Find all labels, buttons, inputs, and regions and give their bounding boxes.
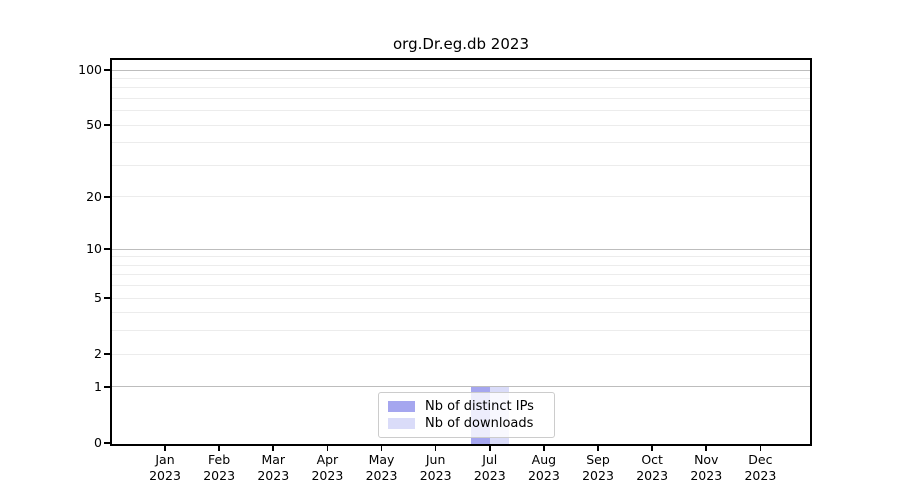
- x-tick-label: Nov 2023: [671, 452, 741, 483]
- x-tick-mark: [272, 446, 275, 451]
- x-tick-month: May: [368, 452, 395, 467]
- x-tick-mark: [759, 446, 762, 451]
- legend: Nb of distinct IPs Nb of downloads: [378, 392, 555, 438]
- y-tick-label: 20: [86, 188, 102, 204]
- gridline-minor: [112, 77, 810, 79]
- gridline-minor: [112, 164, 810, 166]
- x-tick-month: Jun: [425, 452, 446, 467]
- x-tick-mark: [434, 446, 437, 451]
- x-tick-mark: [651, 446, 653, 451]
- x-tick-year: 2023: [582, 467, 614, 483]
- x-tick-month: Nov: [694, 452, 719, 467]
- y-tick-mark: [104, 196, 110, 198]
- legend-label: Nb of distinct IPs: [425, 399, 534, 414]
- legend-item: Nb of distinct IPs: [388, 398, 545, 415]
- x-tick-year: 2023: [419, 467, 452, 483]
- x-tick-month: Sep: [586, 452, 610, 467]
- legend-swatch-distinct-ips: [388, 401, 415, 412]
- x-tick-month: Apr: [316, 452, 339, 467]
- gridline-minor: [112, 87, 810, 89]
- x-tick-mark: [164, 446, 166, 451]
- gridline-minor: [112, 353, 810, 355]
- y-tick-label: 100: [78, 62, 102, 77]
- gridline-minor: [112, 274, 810, 276]
- x-tick-month: Aug: [531, 452, 557, 467]
- gridline-minor: [112, 142, 810, 144]
- x-tick-year: 2023: [149, 467, 181, 483]
- x-tick-label: Jun 2023: [401, 452, 471, 483]
- y-tick-label: 1: [94, 378, 102, 394]
- x-tick-mark: [380, 446, 383, 451]
- x-tick-label: Feb 2023: [184, 452, 254, 483]
- x-tick-label: Mar 2023: [238, 452, 308, 483]
- chart-title: org.Dr.eg.db 2023: [393, 35, 529, 53]
- x-tick-year: 2023: [690, 467, 723, 483]
- x-tick-label: Jan 2023: [130, 452, 200, 483]
- x-tick-mark: [326, 446, 329, 451]
- plot-area: [110, 58, 812, 446]
- gridline-minor: [112, 264, 810, 266]
- x-tick-label: Dec 2023: [725, 452, 795, 483]
- x-tick-year: 2023: [527, 467, 560, 483]
- gridline-minor: [112, 285, 810, 287]
- gridline-minor: [112, 330, 810, 332]
- x-tick-mark: [543, 446, 545, 451]
- x-tick-mark: [597, 446, 599, 451]
- x-tick-label: Aug 2023: [509, 452, 579, 483]
- legend-item: Nb of downloads: [388, 415, 545, 432]
- y-tick-label: 50: [86, 117, 102, 133]
- gridline-minor: [112, 97, 810, 99]
- x-tick-mark: [218, 446, 220, 451]
- y-tick-mark: [104, 442, 110, 444]
- x-tick-year: 2023: [257, 467, 290, 483]
- gridline-major: [112, 386, 810, 388]
- x-tick-mark: [488, 446, 491, 451]
- x-tick-label: Sep 2023: [563, 452, 633, 483]
- x-tick-year: 2023: [473, 467, 506, 483]
- x-tick-year: 2023: [365, 467, 398, 483]
- y-tick-label: 0: [94, 435, 102, 450]
- gridline-minor: [112, 124, 810, 126]
- x-tick-year: 2023: [311, 467, 344, 483]
- y-tick-label: 2: [94, 346, 102, 362]
- x-tick-label: Oct 2023: [617, 452, 687, 483]
- x-tick-month: Jul: [482, 452, 498, 467]
- x-tick-month: Mar: [261, 452, 286, 467]
- x-tick-month: Feb: [208, 452, 231, 467]
- y-tick-mark: [104, 248, 110, 250]
- gridline-minor: [112, 256, 810, 258]
- y-tick-mark: [104, 386, 110, 388]
- y-tick-mark: [104, 353, 110, 355]
- x-tick-year: 2023: [744, 467, 777, 483]
- gridline-minor: [112, 312, 810, 314]
- x-tick-label: Jul 2023: [455, 452, 525, 483]
- x-tick-month: Dec: [748, 452, 773, 467]
- x-tick-year: 2023: [203, 467, 236, 483]
- y-tick-mark: [104, 69, 110, 71]
- y-tick-mark: [104, 124, 110, 127]
- gridline-minor: [112, 110, 810, 112]
- y-tick-label: 5: [94, 290, 102, 306]
- x-tick-label: May 2023: [347, 452, 417, 483]
- x-tick-year: 2023: [636, 467, 669, 483]
- y-tick-mark: [104, 297, 110, 299]
- gridline-minor: [112, 196, 810, 198]
- x-tick-label: Apr 2023: [292, 452, 362, 483]
- gridline-major: [112, 248, 810, 250]
- gridline-minor: [112, 297, 810, 299]
- legend-label: Nb of downloads: [425, 416, 534, 431]
- gridline-major: [112, 69, 810, 71]
- x-tick-month: Jan: [155, 452, 175, 467]
- plot-grid-and-bars: [112, 60, 810, 444]
- legend-swatch-downloads: [388, 418, 415, 429]
- y-tick-label: 10: [86, 241, 102, 257]
- x-tick-mark: [705, 446, 708, 451]
- x-tick-month: Oct: [641, 452, 663, 467]
